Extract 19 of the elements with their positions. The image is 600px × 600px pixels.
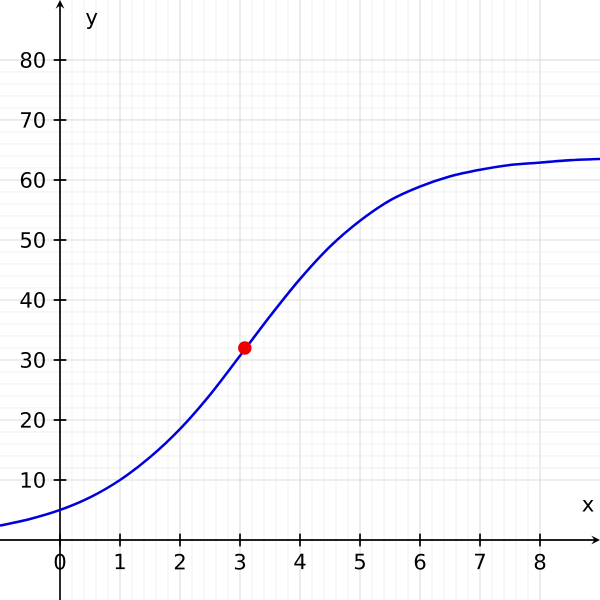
x-tick-label: 8 [534, 554, 546, 570]
x-tick-label: 1 [116, 554, 125, 570]
x-tick-label: 7 [475, 554, 485, 570]
y-tick-label: 40 [20, 292, 45, 308]
x-tick-label: 5 [354, 554, 365, 570]
x-tick-label: 4 [294, 554, 306, 570]
line-series [0, 158, 600, 527]
x-tick-label: 6 [414, 554, 426, 570]
x-tick-label: 2 [174, 554, 185, 570]
x-tick-label: 3 [234, 554, 246, 570]
y-tick-label: 50 [21, 232, 45, 248]
y-axis-title: y [86, 13, 98, 29]
y-tick-label: 10 [22, 472, 45, 488]
x-axis-title: x [582, 500, 594, 512]
y-tick-label: 80 [20, 52, 45, 68]
y-tick-label: 30 [21, 352, 45, 368]
y-tick-label: 60 [20, 172, 45, 188]
y-tick-label: 20 [20, 412, 45, 428]
y-tick-label: 70 [21, 112, 45, 128]
